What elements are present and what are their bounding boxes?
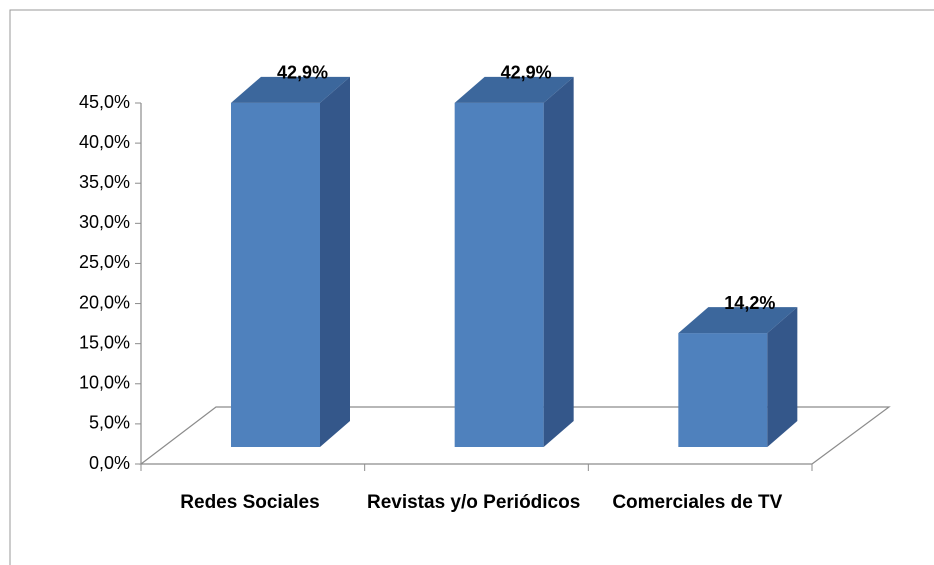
bar-top bbox=[231, 76, 350, 103]
bar bbox=[678, 333, 768, 447]
bar bbox=[454, 102, 544, 447]
y-tick-label: 0,0% bbox=[89, 453, 130, 473]
bar-top bbox=[454, 76, 574, 103]
x-tick-label: Comerciales de TV bbox=[612, 492, 783, 513]
value-label: 42,9% bbox=[277, 63, 328, 83]
y-tick-label: 10,0% bbox=[79, 373, 130, 393]
y-tick-label: 15,0% bbox=[79, 332, 130, 352]
y-tick-label: 20,0% bbox=[79, 292, 130, 312]
bar-side bbox=[543, 76, 574, 447]
x-tick-label: Redes Sociales bbox=[180, 492, 320, 513]
y-tick-label: 30,0% bbox=[79, 212, 130, 232]
y-tick-label: 25,0% bbox=[79, 252, 130, 272]
bar-side bbox=[767, 307, 798, 447]
y-tick-label: 35,0% bbox=[79, 172, 130, 192]
value-label: 42,9% bbox=[501, 63, 552, 83]
chart-border bbox=[9, 9, 934, 565]
bar bbox=[231, 102, 320, 447]
value-label: 14,2% bbox=[724, 293, 775, 313]
bar-side bbox=[320, 76, 350, 447]
y-tick-label: 5,0% bbox=[89, 413, 130, 433]
x-tick-label: Revistas y/o Periódicos bbox=[366, 492, 581, 513]
y-tick-label: 40,0% bbox=[79, 132, 130, 152]
bar-top bbox=[678, 307, 798, 334]
y-tick-label: 45,0% bbox=[79, 92, 130, 112]
